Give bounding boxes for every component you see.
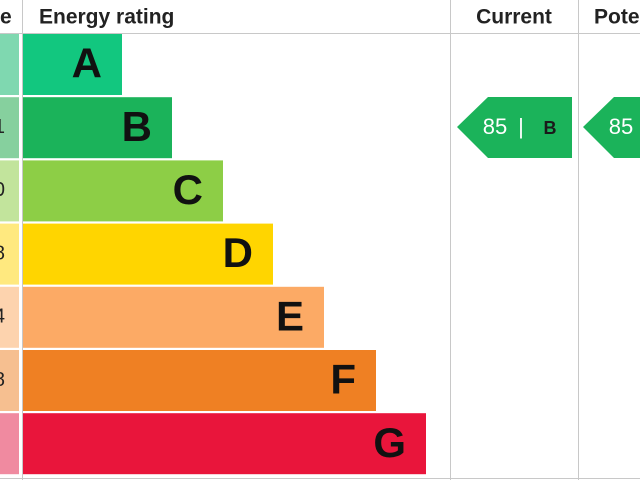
current-value: 85 xyxy=(483,114,507,139)
rating-band xyxy=(23,223,273,285)
band-letter: B xyxy=(122,103,152,150)
rating-band xyxy=(23,350,376,411)
score-cell xyxy=(0,160,19,222)
header-score: e xyxy=(0,6,12,29)
potential-indicator: 85 xyxy=(583,97,640,158)
current-indicator: 85 | B xyxy=(457,97,572,158)
score-label: 0 xyxy=(0,179,5,201)
potential-value: 85 xyxy=(609,114,633,139)
band-letter: A xyxy=(72,40,102,87)
current-letter: B xyxy=(544,118,557,138)
rating-band xyxy=(23,97,172,159)
score-label: 1 xyxy=(0,116,5,138)
score-cell xyxy=(0,286,19,348)
band-letter: C xyxy=(173,166,203,213)
score-label: 8 xyxy=(0,369,5,391)
band-letter: D xyxy=(223,229,253,276)
potential-arrow xyxy=(583,97,640,158)
header-potential: Pote xyxy=(594,6,640,29)
score-cell xyxy=(0,350,19,411)
score-label: 8 xyxy=(0,242,5,264)
header-current: Current xyxy=(476,6,552,29)
score-label: 4 xyxy=(0,306,5,328)
score-cell xyxy=(0,97,19,159)
rating-band xyxy=(23,413,426,475)
rating-band xyxy=(23,160,223,222)
band-letter: G xyxy=(373,419,406,466)
current-arrow xyxy=(457,97,572,158)
rating-band xyxy=(23,34,122,95)
score-cell xyxy=(0,413,19,475)
rating-band xyxy=(23,286,324,348)
score-cell xyxy=(0,223,19,285)
score-cell xyxy=(0,34,19,95)
bands: A 1 B 0 C 8 D 4 E 8 FG xyxy=(0,34,426,475)
header-rating: Energy rating xyxy=(39,6,174,29)
band-letter: E xyxy=(276,292,304,339)
band-letter: F xyxy=(330,356,356,403)
current-separator: | xyxy=(518,114,524,139)
